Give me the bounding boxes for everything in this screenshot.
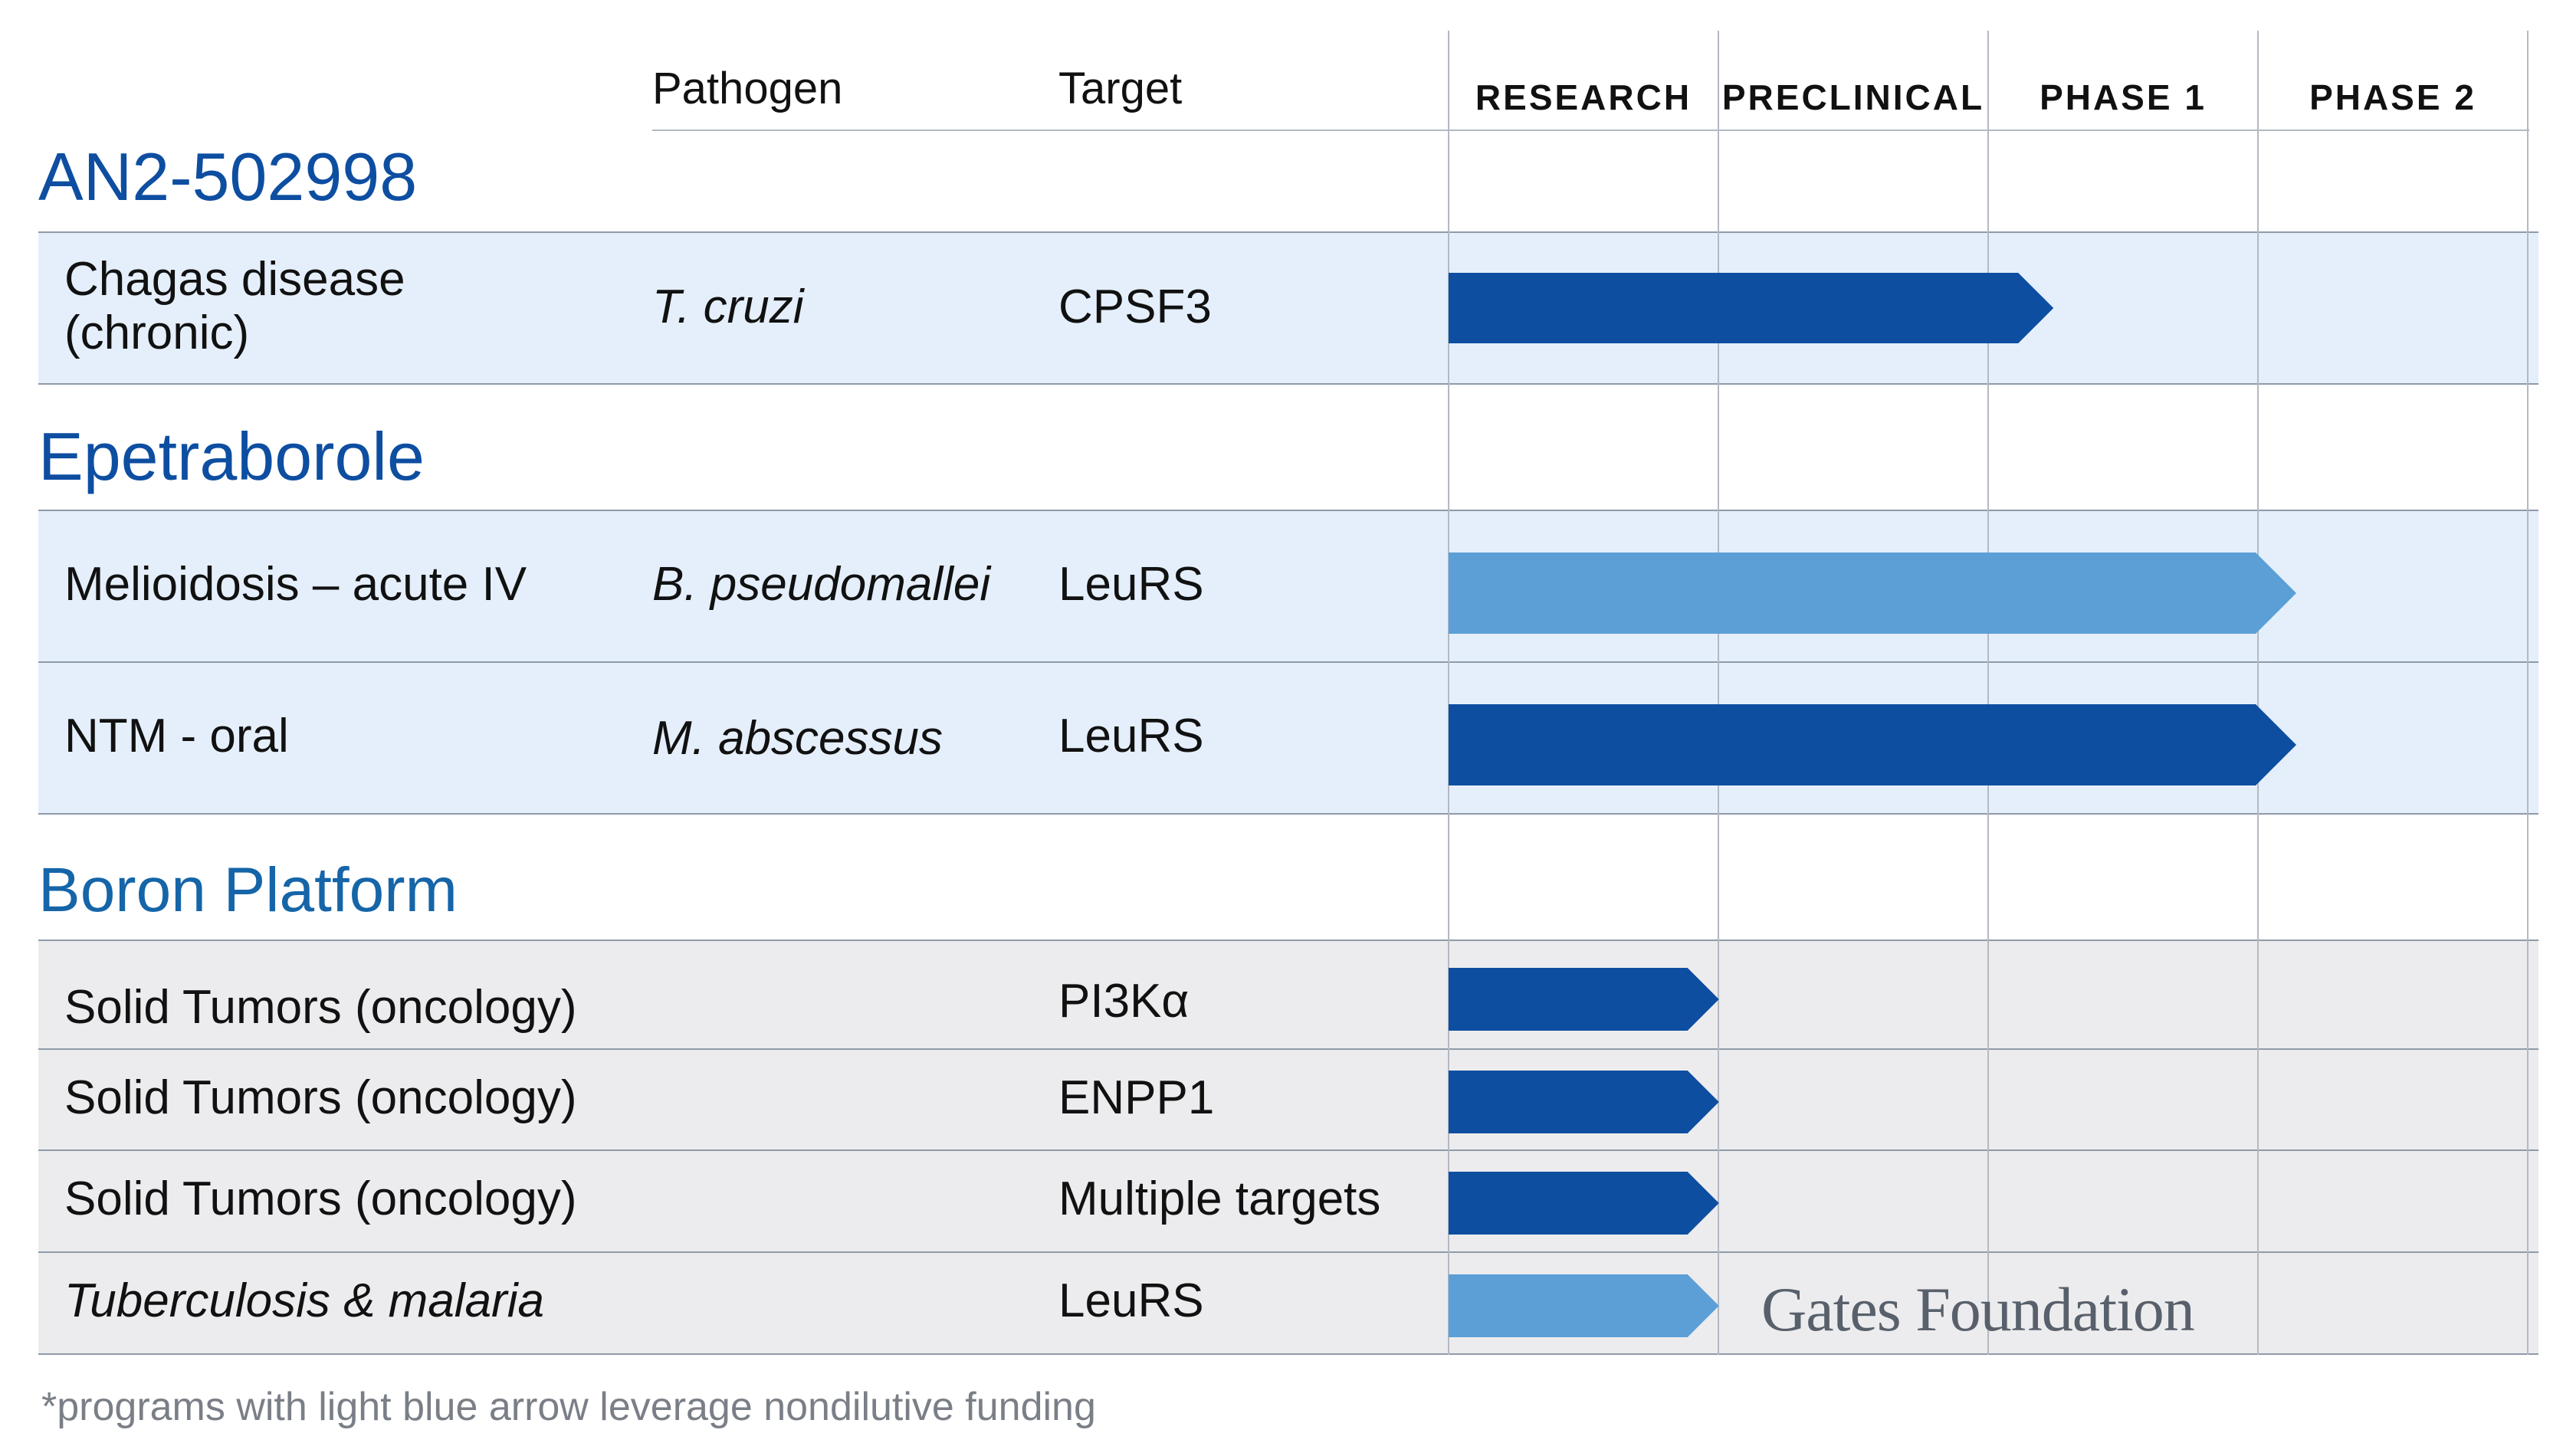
section-title-an2: AN2-502998 bbox=[38, 139, 418, 215]
pathogen-b-pseudomallei: B. pseudomallei bbox=[652, 558, 991, 611]
indication-solid-tumors: Solid Tumors (oncology) bbox=[64, 981, 577, 1034]
column-header-target: Target bbox=[1058, 64, 1183, 113]
row-divider bbox=[38, 1048, 2538, 1050]
target-leurs: LeuRS bbox=[1058, 710, 1204, 762]
indication-melioidosis: Melioidosis – acute IV bbox=[64, 558, 527, 611]
stage-divider bbox=[1448, 31, 1449, 1355]
stage-divider bbox=[1987, 31, 1989, 1355]
pathogen-t-cruzi: T. cruzi bbox=[652, 280, 804, 333]
target-pi3ka: PI3Kα bbox=[1058, 975, 1190, 1028]
progress-arrow-ntm bbox=[1449, 704, 2296, 785]
stage-divider bbox=[1718, 31, 1719, 1355]
progress-arrow-melioidosis bbox=[1449, 553, 2296, 634]
stage-divider bbox=[2257, 31, 2259, 1355]
indication-solid-tumors: Solid Tumors (oncology) bbox=[64, 1071, 577, 1124]
gates-foundation-logo: Gates Foundation bbox=[1761, 1274, 2195, 1344]
indication-chagas: Chagas disease (chronic) bbox=[64, 253, 405, 359]
stage-header-preclinical: PRECLINICAL bbox=[1721, 77, 1985, 117]
section-title-epetraborole: Epetraborole bbox=[38, 418, 425, 494]
section-band-boron-platform bbox=[38, 940, 2538, 1355]
section-band-an2 bbox=[38, 231, 2538, 385]
progress-arrow-tb-malaria bbox=[1449, 1274, 1719, 1337]
progress-arrow-enpp1 bbox=[1449, 1071, 1719, 1133]
row-divider bbox=[38, 1149, 2538, 1151]
target-cpsf3: CPSF3 bbox=[1058, 280, 1212, 333]
row-divider bbox=[38, 661, 2538, 663]
target-leurs: LeuRS bbox=[1058, 558, 1204, 611]
indication-tb-malaria: Tuberculosis & malaria bbox=[64, 1274, 544, 1327]
header-underline bbox=[652, 130, 2529, 131]
progress-arrow-pi3ka bbox=[1449, 968, 1719, 1031]
stage-header-phase2: PHASE 2 bbox=[2309, 77, 2476, 117]
pathogen-m-abscessus: M. abscessus bbox=[652, 712, 943, 765]
footnote: *programs with light blue arrow leverage… bbox=[41, 1385, 1096, 1429]
stage-header-research: RESEARCH bbox=[1475, 77, 1692, 117]
indication-solid-tumors: Solid Tumors (oncology) bbox=[64, 1172, 577, 1225]
stage-header-phase1: PHASE 1 bbox=[2040, 77, 2207, 117]
progress-arrow-multiple bbox=[1449, 1172, 1719, 1235]
target-leurs: LeuRS bbox=[1058, 1274, 1204, 1327]
column-header-pathogen: Pathogen bbox=[652, 64, 843, 113]
indication-ntm: NTM - oral bbox=[64, 710, 289, 762]
row-divider bbox=[38, 1251, 2538, 1253]
progress-arrow-chagas bbox=[1449, 273, 2054, 343]
target-multiple: Multiple targets bbox=[1058, 1172, 1381, 1225]
section-title-boron-platform: Boron Platform bbox=[38, 855, 458, 925]
target-enpp1: ENPP1 bbox=[1058, 1071, 1215, 1124]
stage-divider bbox=[2527, 31, 2529, 1355]
